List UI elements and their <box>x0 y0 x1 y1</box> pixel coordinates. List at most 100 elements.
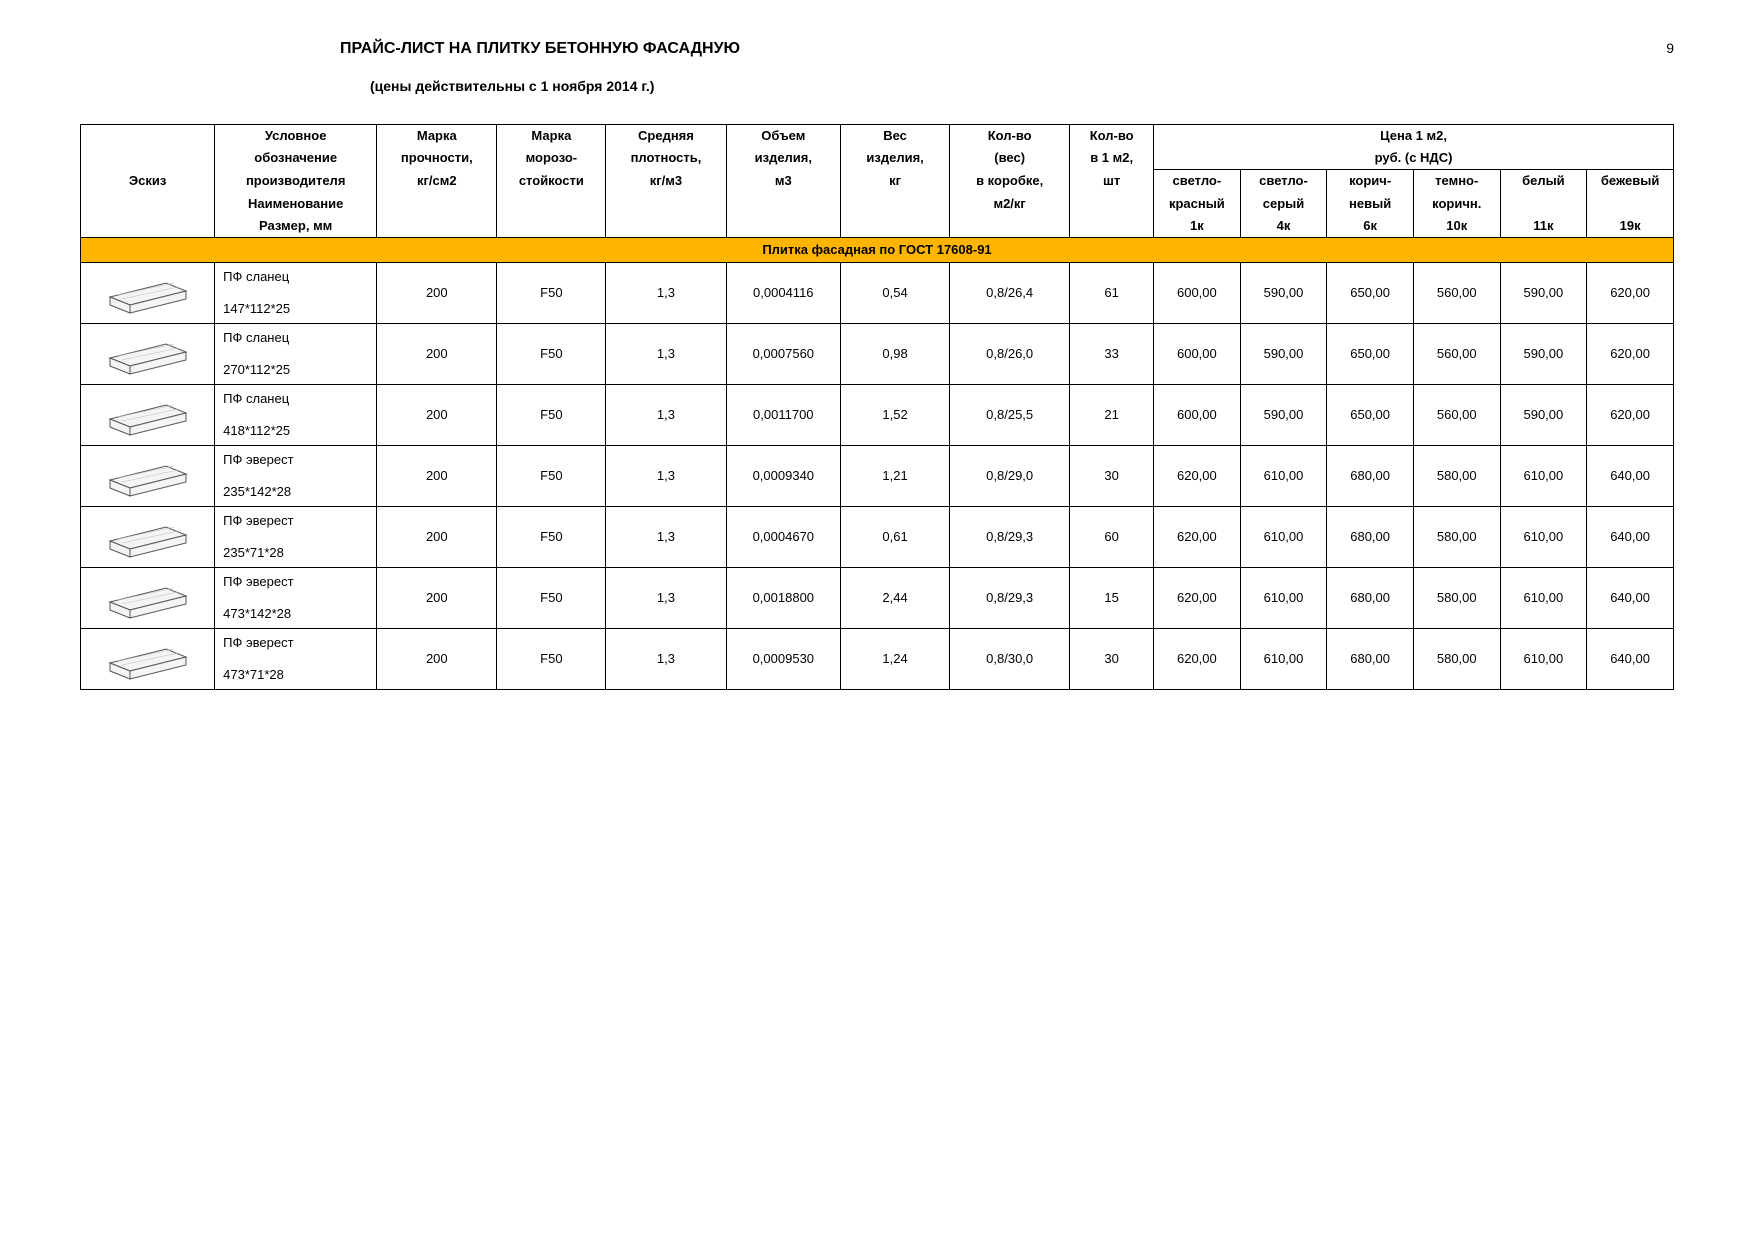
cell-volume: 0,0009530 <box>726 629 841 690</box>
cell-volume: 0,0004670 <box>726 507 841 568</box>
cell-strength: 200 <box>377 263 497 324</box>
cell-box: 0,8/30,0 <box>950 629 1070 690</box>
product-name: ПФ эверест <box>223 512 372 530</box>
cell-price-2: 590,00 <box>1240 324 1327 385</box>
col-density: Средняя <box>606 125 726 148</box>
cell-strength: 200 <box>377 568 497 629</box>
cell-box: 0,8/26,4 <box>950 263 1070 324</box>
col-p1: светло- <box>1154 170 1241 193</box>
cell-density: 1,3 <box>606 263 726 324</box>
col-price-group: Цена 1 м2, <box>1154 125 1674 148</box>
col-strength: Марка <box>377 125 497 148</box>
page-title: ПРАЙС-ЛИСТ НА ПЛИТКУ БЕТОННУЮ ФАСАДНУЮ <box>340 40 740 58</box>
cell-weight: 1,24 <box>841 629 950 690</box>
cell-qty: 15 <box>1070 568 1154 629</box>
product-name: ПФ сланец <box>223 329 372 347</box>
col-p3: корич- <box>1327 170 1414 193</box>
product-name: ПФ эверест <box>223 573 372 591</box>
table-row: ПФ сланец 147*112*25 200 F50 1,3 0,00041… <box>81 263 1674 324</box>
col-volume: Объем <box>726 125 841 148</box>
cell-price-5: 590,00 <box>1500 263 1587 324</box>
product-size: 473*71*28 <box>223 666 372 684</box>
cell-price-6: 620,00 <box>1587 324 1674 385</box>
cell-qty: 30 <box>1070 629 1154 690</box>
cell-weight: 1,21 <box>841 446 950 507</box>
name-cell: ПФ эверест 473*71*28 <box>215 629 377 690</box>
cell-price-3: 650,00 <box>1327 263 1414 324</box>
cell-price-4: 580,00 <box>1413 507 1500 568</box>
cell-volume: 0,0009340 <box>726 446 841 507</box>
cell-price-6: 640,00 <box>1587 446 1674 507</box>
cell-price-6: 640,00 <box>1587 568 1674 629</box>
cell-price-2: 610,00 <box>1240 446 1327 507</box>
cell-price-4: 560,00 <box>1413 263 1500 324</box>
cell-price-1: 600,00 <box>1154 385 1241 446</box>
cell-price-5: 590,00 <box>1500 324 1587 385</box>
col-p5: белый <box>1500 170 1587 193</box>
product-size: 270*112*25 <box>223 361 372 379</box>
cell-volume: 0,0018800 <box>726 568 841 629</box>
table-row: ПФ сланец 418*112*25 200 F50 1,3 0,00117… <box>81 385 1674 446</box>
cell-qty: 30 <box>1070 446 1154 507</box>
cell-price-4: 560,00 <box>1413 385 1500 446</box>
cell-weight: 0,54 <box>841 263 950 324</box>
cell-price-2: 610,00 <box>1240 507 1327 568</box>
cell-density: 1,3 <box>606 629 726 690</box>
product-size: 418*112*25 <box>223 422 372 440</box>
page-subtitle: (цены действительны с 1 ноября 2014 г.) <box>370 78 1674 94</box>
cell-price-4: 580,00 <box>1413 629 1500 690</box>
col-name: Условное <box>215 125 377 148</box>
section-row: Плитка фасадная по ГОСТ 17608-91 <box>81 237 1674 262</box>
sketch-cell <box>81 385 215 446</box>
name-cell: ПФ эверест 235*71*28 <box>215 507 377 568</box>
cell-weight: 0,98 <box>841 324 950 385</box>
cell-frost: F50 <box>497 507 606 568</box>
cell-price-5: 610,00 <box>1500 629 1587 690</box>
cell-price-1: 600,00 <box>1154 324 1241 385</box>
cell-weight: 2,44 <box>841 568 950 629</box>
price-table: Эскиз Условное Марка Марка Средняя Объем… <box>80 124 1674 690</box>
cell-price-3: 680,00 <box>1327 568 1414 629</box>
product-size: 235*142*28 <box>223 483 372 501</box>
cell-price-5: 590,00 <box>1500 385 1587 446</box>
table-row: ПФ эверест 473*142*28 200 F50 1,3 0,0018… <box>81 568 1674 629</box>
cell-frost: F50 <box>497 446 606 507</box>
table-row: ПФ сланец 270*112*25 200 F50 1,3 0,00075… <box>81 324 1674 385</box>
col-frost: Марка <box>497 125 606 148</box>
cell-strength: 200 <box>377 507 497 568</box>
cell-volume: 0,0007560 <box>726 324 841 385</box>
name-cell: ПФ эверест 473*142*28 <box>215 568 377 629</box>
cell-density: 1,3 <box>606 568 726 629</box>
cell-price-6: 640,00 <box>1587 629 1674 690</box>
cell-box: 0,8/29,0 <box>950 446 1070 507</box>
cell-price-3: 680,00 <box>1327 507 1414 568</box>
name-cell: ПФ эверест 235*142*28 <box>215 446 377 507</box>
sketch-cell <box>81 568 215 629</box>
cell-price-4: 580,00 <box>1413 568 1500 629</box>
name-cell: ПФ сланец 418*112*25 <box>215 385 377 446</box>
name-cell: ПФ сланец 270*112*25 <box>215 324 377 385</box>
product-size: 235*71*28 <box>223 544 372 562</box>
cell-frost: F50 <box>497 629 606 690</box>
cell-box: 0,8/29,3 <box>950 568 1070 629</box>
cell-price-1: 600,00 <box>1154 263 1241 324</box>
col-p2: светло- <box>1240 170 1327 193</box>
col-weight: Вес <box>841 125 950 148</box>
col-box: Кол-во <box>950 125 1070 148</box>
cell-density: 1,3 <box>606 446 726 507</box>
table-body: Плитка фасадная по ГОСТ 17608-91 ПФ слан… <box>81 237 1674 689</box>
cell-frost: F50 <box>497 263 606 324</box>
cell-price-3: 650,00 <box>1327 385 1414 446</box>
cell-price-2: 590,00 <box>1240 263 1327 324</box>
cell-price-5: 610,00 <box>1500 568 1587 629</box>
col-p6: бежевый <box>1587 170 1674 193</box>
cell-weight: 0,61 <box>841 507 950 568</box>
cell-price-5: 610,00 <box>1500 507 1587 568</box>
cell-density: 1,3 <box>606 507 726 568</box>
cell-box: 0,8/29,3 <box>950 507 1070 568</box>
cell-strength: 200 <box>377 446 497 507</box>
col-sketch: Эскиз <box>81 125 215 238</box>
cell-price-3: 680,00 <box>1327 629 1414 690</box>
cell-frost: F50 <box>497 385 606 446</box>
sketch-cell <box>81 324 215 385</box>
